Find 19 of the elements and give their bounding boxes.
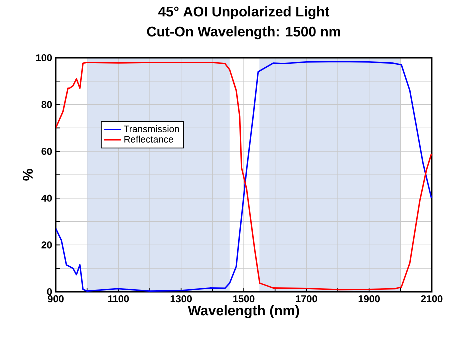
x-tick-label: 1700 [296,296,318,303]
y-tick-label: 0 [47,288,52,296]
y-tick-label: 40 [42,194,52,202]
x-tick-label: 1300 [170,296,192,303]
y-tick-label: 100 [36,54,52,62]
legend-label: Reflectance [124,136,174,143]
y-tick-label: 80 [42,101,52,108]
y-axis-title: % [23,169,34,181]
chart-title: 45° AOI Unpolarized Light [158,6,330,20]
y-tick-label: 20 [42,242,52,249]
legend-label: Transmission [124,126,180,133]
x-tick-label: 900 [48,296,64,303]
chart-subtitle: Cut-On Wavelength: 1500 nm [147,26,340,40]
x-axis-title: Wavelength (nm) [188,305,300,319]
y-tick-label: 60 [42,148,52,156]
x-tick-label: 1900 [358,296,380,303]
x-tick-label: 1100 [108,296,130,303]
x-tick-label: 1500 [234,296,255,303]
x-tick-label: 2100 [421,296,443,303]
